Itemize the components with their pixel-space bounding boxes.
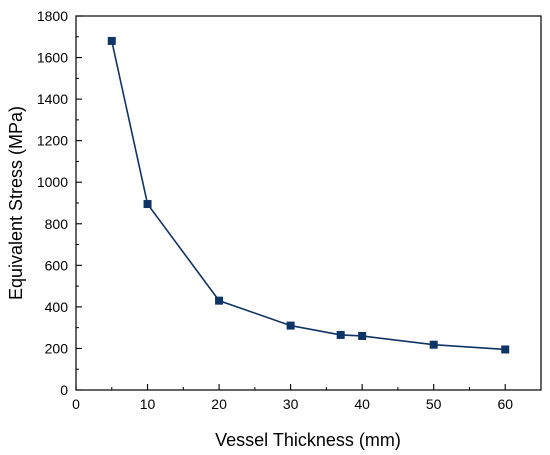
y-tick-label: 1000: [37, 174, 68, 190]
x-tick-label: 50: [426, 396, 442, 412]
data-point-marker: [336, 330, 345, 339]
y-tick-label: 0: [60, 382, 68, 398]
x-tick-label: 0: [72, 396, 80, 412]
y-tick-label: 1800: [37, 8, 68, 24]
y-tick-label: 1400: [37, 91, 68, 107]
y-tick-label: 200: [45, 340, 69, 356]
y-axis-title: Equivalent Stress (MPa): [6, 106, 26, 300]
x-tick-label: 20: [211, 396, 227, 412]
x-tick-label: 10: [140, 396, 156, 412]
y-tick-label: 400: [45, 299, 69, 315]
data-point-marker: [215, 296, 224, 305]
x-axis-title: Vessel Thickness (mm): [215, 430, 401, 450]
x-tick-label: 40: [354, 396, 370, 412]
y-tick-label: 600: [45, 257, 69, 273]
data-point-marker: [429, 340, 438, 349]
y-tick-label: 1600: [37, 50, 68, 66]
series-layer: [107, 36, 510, 354]
data-point-marker: [358, 331, 367, 340]
data-point-marker: [286, 321, 295, 330]
x-tick-label: 30: [283, 396, 299, 412]
data-point-marker: [501, 345, 510, 354]
data-point-marker: [107, 36, 116, 45]
x-tick-label: 60: [497, 396, 513, 412]
x-axis: 0 10 20 30 40 50 60: [72, 384, 513, 412]
y-tick-label: 1200: [37, 133, 68, 149]
y-axis: 0 200 400 600 800 1000 1200 1400 1600 1800: [37, 8, 82, 398]
series-line: [110, 40, 506, 351]
y-tick-label: 800: [45, 216, 69, 232]
data-point-marker: [143, 200, 152, 209]
